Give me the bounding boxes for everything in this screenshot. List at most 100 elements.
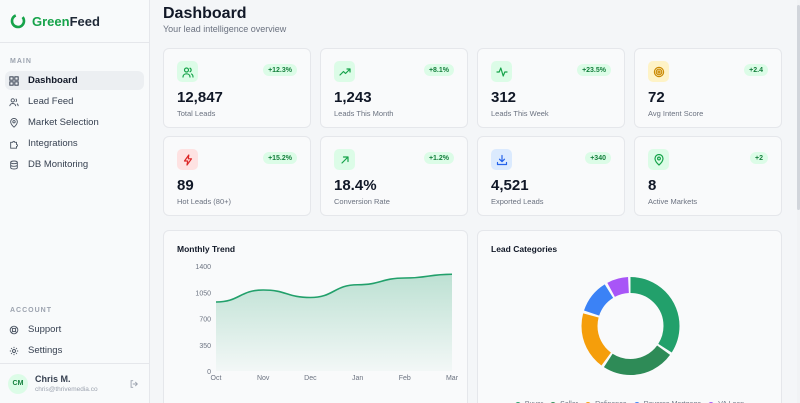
stat-card: +23.5% 312 Leads This Week [477, 48, 625, 128]
page-title: Dashboard [163, 5, 247, 22]
users-icon [181, 66, 194, 78]
stat-icon-wrap [334, 149, 355, 170]
sidebar-item-support[interactable]: Support [5, 320, 144, 339]
stat-label: Conversion Rate [334, 197, 390, 206]
stat-icon-wrap [491, 149, 512, 170]
zap-icon [183, 153, 192, 166]
stat-card: +12.3% 12,847 Total Leads [163, 48, 311, 128]
chart-title: Lead Categories [491, 244, 558, 254]
stat-value: 1,243 [334, 89, 372, 106]
stat-change-badge: +12.3% [263, 64, 297, 76]
donut-slice-buyer [581, 277, 680, 375]
sidebar-item-label: Market Selection [28, 117, 99, 128]
sidebar-item-label: Lead Feed [28, 96, 74, 107]
stat-card: +340 4,521 Exported Leads [477, 136, 625, 216]
sidebar-item-label: Dashboard [28, 75, 78, 86]
stat-change-badge: +15.2% [263, 152, 297, 164]
stat-value: 8 [648, 177, 657, 194]
sidebar-item-settings[interactable]: Settings [5, 341, 144, 360]
puzzle-icon [10, 140, 18, 149]
y-tick-label: 0 [207, 369, 211, 376]
stat-change-badge: +23.5% [577, 64, 611, 76]
arrow-up-right-icon [340, 155, 349, 164]
activity-icon [495, 66, 508, 77]
stat-icon-wrap [177, 149, 198, 170]
scrollbar[interactable] [797, 0, 800, 403]
stat-card: +2.4 72 Avg Intent Score [634, 48, 782, 128]
sidebar-item-label: Support [28, 324, 62, 335]
map-pin-icon [653, 153, 664, 166]
area-fill [216, 274, 452, 371]
user-name: Chris M. [35, 374, 71, 384]
stat-icon-wrap [177, 61, 198, 82]
stat-card: +2 8 Active Markets [634, 136, 782, 216]
legend-label: VA Loan [718, 401, 744, 403]
target-icon [653, 66, 664, 77]
user-profile[interactable]: CM Chris M. chris@thrivemedia.co [0, 363, 149, 403]
legend-label: Seller [560, 401, 578, 403]
monthly-trend-chart: 0 350 700 1050 1400 Oct Nov Dec Jan Feb Mar [195, 264, 459, 382]
trending-up-icon [338, 67, 351, 76]
legend-label: Refinance [595, 401, 627, 403]
sidebar: GreenFeed MAIN Dashboard Lead Feed Marke… [0, 0, 150, 403]
stat-icon-wrap [648, 61, 669, 82]
donut-slice-refinance [581, 277, 680, 375]
sidebar-item-label: Settings [28, 345, 63, 356]
stat-value: 12,847 [177, 89, 223, 106]
y-tick-label: 350 [199, 343, 211, 350]
x-tick-label: Dec [304, 375, 317, 382]
sidebar-item-integrations[interactable]: Integrations [5, 134, 144, 153]
stat-icon-wrap [491, 61, 512, 82]
avatar: CM [8, 373, 28, 394]
stat-value: 4,521 [491, 177, 529, 194]
sidebar-item-market-selection[interactable]: Market Selection [5, 113, 144, 132]
y-tick-label: 1050 [195, 290, 211, 297]
donut-slice-seller [581, 277, 680, 375]
scrollbar-thumb[interactable] [797, 5, 800, 210]
brand[interactable]: GreenFeed [0, 0, 149, 43]
stat-card: +15.2% 89 Hot Leads (80+) [163, 136, 311, 216]
stat-label: Avg Intent Score [648, 109, 704, 118]
y-tick-label: 1400 [195, 264, 211, 271]
chart-legend: Buyer Seller Refinance Reverse Mortgage VA L… [478, 401, 781, 403]
stat-label: Total Leads [177, 109, 216, 118]
stat-card: +8.1% 1,243 Leads This Month [320, 48, 468, 128]
legend-item[interactable]: Refinance [585, 401, 627, 403]
legend-label: Buyer [525, 401, 543, 403]
stat-change-badge: +2 [750, 152, 768, 164]
legend-swatch [633, 401, 640, 403]
sidebar-item-db-monitoring[interactable]: DB Monitoring [5, 155, 144, 174]
stat-label: Leads This Month [334, 109, 394, 118]
brand-logo-icon [10, 13, 26, 29]
section-label-main: MAIN [10, 58, 32, 65]
legend-swatch [514, 401, 521, 403]
users-icon [9, 97, 19, 106]
stat-value: 18.4% [334, 177, 377, 194]
legend-swatch [550, 401, 557, 403]
monthly-trend-card: Monthly Trend 0 350 700 1050 1400 Oct Nov Dec Ja… [163, 230, 468, 403]
legend-label: Reverse Mortgage [644, 401, 702, 403]
legend-item[interactable]: VA Loan [708, 401, 744, 403]
x-tick-label: Mar [446, 375, 459, 382]
chart-title: Monthly Trend [177, 244, 236, 254]
user-email: chris@thrivemedia.co [35, 386, 98, 393]
lead-categories-donut-chart [581, 277, 680, 375]
legend-item[interactable]: Reverse Mortgage [633, 401, 702, 403]
stat-card: +1.2% 18.4% Conversion Rate [320, 136, 468, 216]
grid-icon [9, 75, 19, 86]
sidebar-item-lead-feed[interactable]: Lead Feed [5, 92, 144, 111]
sidebar-item-dashboard[interactable]: Dashboard [5, 71, 144, 90]
stat-value: 312 [491, 89, 517, 106]
legend-swatch [708, 401, 715, 403]
x-tick-label: Oct [211, 375, 222, 382]
x-tick-label: Jan [352, 375, 363, 382]
logout-icon[interactable] [129, 379, 139, 389]
stat-value: 89 [177, 177, 194, 194]
page-subtitle: Your lead intelligence overview [163, 24, 287, 34]
legend-item[interactable]: Buyer [514, 401, 543, 403]
legend-item[interactable]: Seller [550, 401, 578, 403]
stat-icon-wrap [648, 149, 669, 170]
y-tick-label: 700 [199, 317, 211, 324]
stat-label: Active Markets [648, 197, 698, 206]
lifebuoy-icon [9, 325, 19, 334]
